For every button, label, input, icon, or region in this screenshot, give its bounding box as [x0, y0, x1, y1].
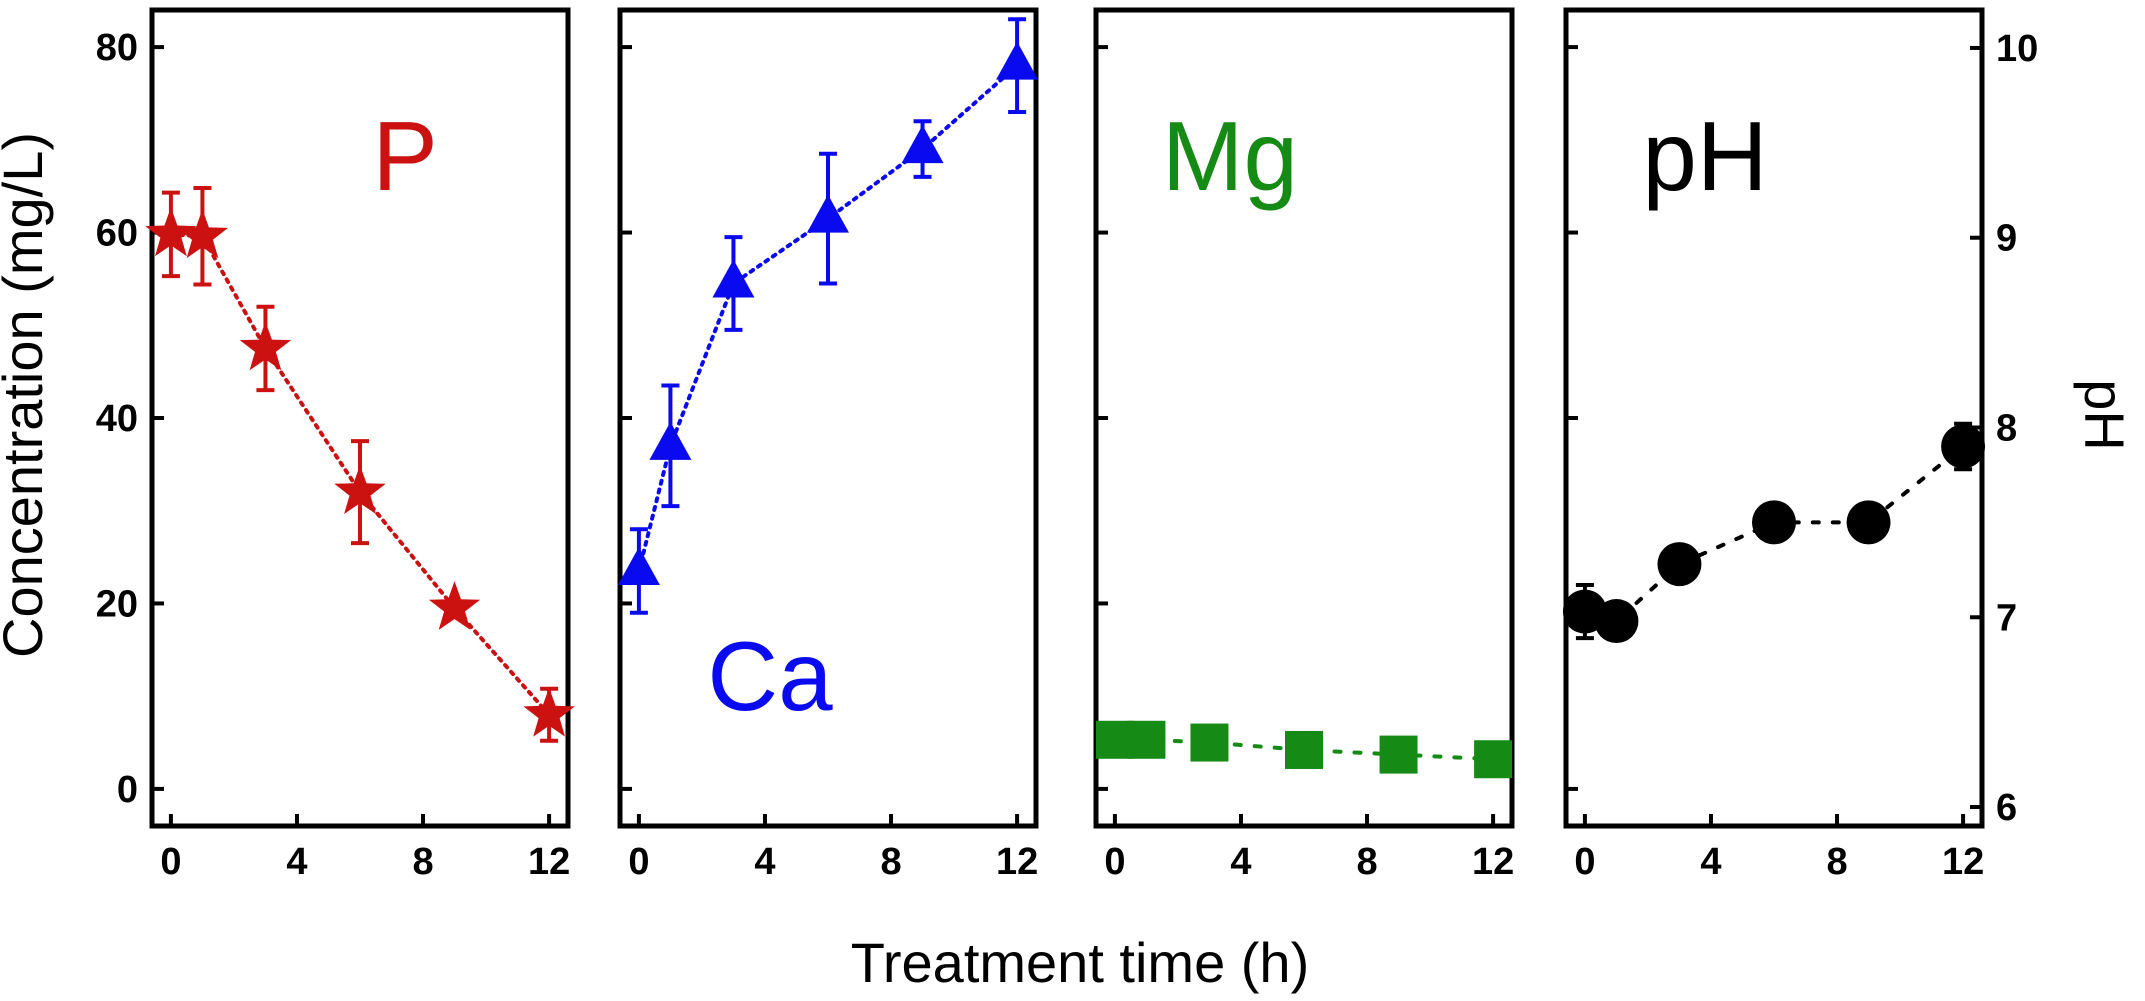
y-tick-label: 20 — [96, 583, 138, 625]
data-point-triangle — [649, 421, 692, 460]
panel-p: 0 4 8 12 0 20 40 60 80 P — [96, 7, 575, 883]
x-axis-title: Treatment time (h) — [851, 931, 1309, 994]
data-point-triangle — [712, 259, 755, 298]
panel-label: Mg — [1162, 101, 1298, 211]
x-tick-label: 8 — [412, 841, 433, 883]
panel-label: pH — [1642, 101, 1767, 211]
panel-ph: 0 4 8 12 6 7 8 9 10 pH — [1562, 7, 2038, 883]
y-axis-title: Concentration (mg/L) — [0, 132, 54, 658]
panels-layer: 0 4 8 12 0 20 40 60 80 P 0 4 8 12 Ca 0 4 8 12 Mg 0 4 8 12 6 7 8 9 10… — [96, 7, 2038, 883]
y-axis-right-title: pH — [2073, 379, 2136, 451]
data-point-star — [428, 581, 481, 630]
data-point-triangle — [901, 125, 944, 164]
x-tick-label: 4 — [754, 841, 775, 883]
x-tick-label: 4 — [286, 841, 307, 883]
y-tick-label: 40 — [96, 398, 138, 440]
x-tick-label: 4 — [1700, 841, 1721, 883]
y-right-tick-label: 7 — [1996, 597, 2017, 639]
x-tick-label: 12 — [996, 841, 1038, 883]
data-point-circle — [1752, 500, 1796, 545]
data-point-square — [1474, 740, 1513, 779]
x-tick-label: 4 — [1230, 841, 1251, 883]
panel-frame — [1563, 7, 1985, 829]
y-tick-label: 0 — [117, 769, 138, 811]
data-point-triangle — [996, 41, 1039, 80]
data-point-square — [1190, 723, 1229, 762]
data-point-circle — [1846, 500, 1891, 545]
data-point-star — [523, 687, 575, 737]
data-point-star — [176, 209, 229, 259]
data-point-triangle — [807, 194, 849, 233]
x-tick-label: 12 — [1472, 841, 1514, 883]
data-point-star — [334, 465, 386, 514]
data-point-circle — [1657, 542, 1702, 587]
y-tick-label: 80 — [96, 27, 138, 69]
data-point-square — [1379, 735, 1418, 774]
data-point-star — [239, 321, 292, 371]
data-point-star — [145, 207, 197, 257]
data-point-circle — [1594, 599, 1639, 644]
y-right-tick-label: 9 — [1996, 218, 2017, 260]
y-right-tick-label: 10 — [1996, 28, 2038, 70]
x-tick-label: 8 — [880, 841, 901, 883]
data-point-square — [1285, 730, 1323, 769]
panel-frame — [149, 7, 571, 829]
x-tick-label: 0 — [1104, 841, 1125, 883]
data-point-triangle — [617, 547, 660, 585]
y-tick-label: 60 — [96, 213, 138, 255]
y-right-tick-label: 6 — [1996, 787, 2017, 829]
x-tick-label: 0 — [628, 841, 649, 883]
x-tick-label: 0 — [160, 841, 181, 883]
data-point-circle — [1941, 424, 1986, 469]
panel-label: P — [372, 101, 437, 211]
panel-frame — [1093, 7, 1515, 829]
data-point-square — [1127, 720, 1166, 759]
x-tick-label: 8 — [1356, 841, 1377, 883]
panel-ca: 0 4 8 12 Ca — [617, 7, 1039, 883]
series-line — [636, 63, 1020, 573]
x-tick-label: 0 — [1574, 841, 1595, 883]
panel-mg: 0 4 8 12 Mg — [1093, 7, 1515, 883]
x-tick-label: 12 — [1942, 841, 1984, 883]
x-tick-label: 12 — [528, 841, 570, 883]
x-tick-label: 8 — [1826, 841, 1847, 883]
panel-label: Ca — [707, 621, 833, 731]
y-right-tick-label: 8 — [1996, 407, 2017, 449]
